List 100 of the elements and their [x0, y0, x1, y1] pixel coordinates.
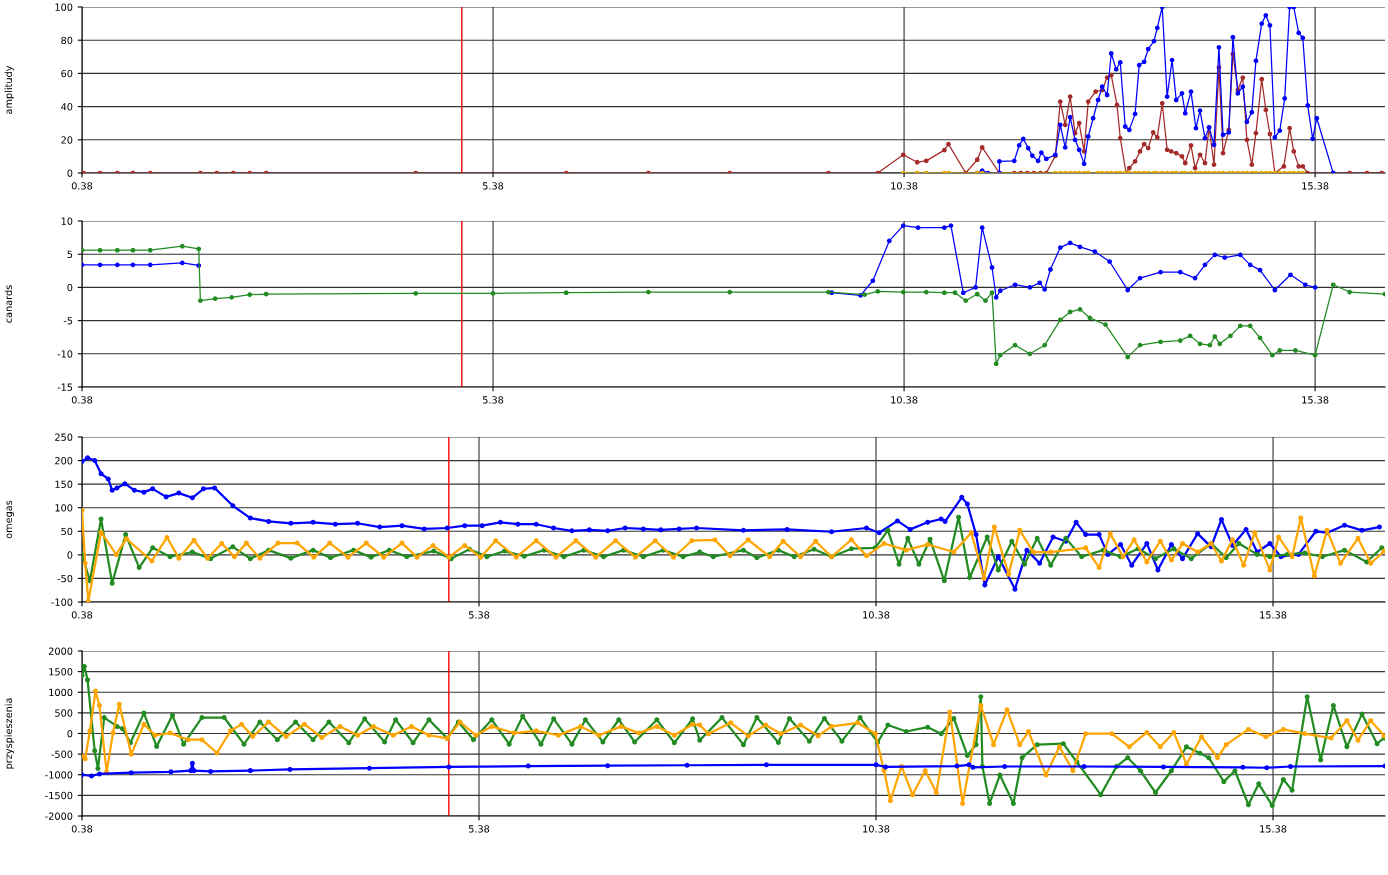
point	[763, 762, 769, 768]
point	[960, 290, 966, 296]
point	[168, 769, 174, 775]
y-tick-label: 40	[61, 103, 73, 111]
point	[1137, 275, 1143, 281]
x-tick-label: 5.38	[468, 825, 490, 833]
y-tick-label: -50	[57, 574, 73, 583]
point	[948, 223, 954, 229]
point	[983, 298, 988, 304]
point	[973, 285, 978, 290]
y-axis-title: amplitudy	[4, 65, 14, 114]
x-tick-label: 0.38	[71, 825, 93, 833]
x-tick-label: 5.38	[482, 396, 504, 404]
y-tick-label: 0	[67, 169, 73, 177]
point	[1037, 280, 1043, 286]
point	[989, 290, 995, 296]
point	[979, 225, 985, 231]
x-tick-label: 15.38	[1302, 396, 1329, 404]
point	[490, 291, 496, 296]
point	[1177, 269, 1183, 275]
x-tick-label: 15.38	[1260, 825, 1287, 833]
point	[97, 247, 103, 253]
point	[1002, 763, 1008, 770]
y-tick-label: 0	[67, 729, 73, 738]
y-tick-label: 1000	[49, 688, 73, 697]
point	[1272, 287, 1278, 293]
point	[942, 290, 947, 296]
point	[605, 763, 611, 769]
y-tick-label: 0	[67, 551, 73, 559]
point	[1158, 269, 1163, 275]
point	[886, 238, 892, 244]
x-tick-label: 10.38	[863, 611, 890, 619]
point	[989, 265, 995, 270]
point	[525, 763, 531, 769]
point	[130, 262, 136, 268]
point	[900, 289, 906, 295]
point	[1222, 255, 1228, 260]
y-tick-label: -2000	[45, 812, 73, 820]
point	[1067, 309, 1073, 315]
point	[1087, 315, 1093, 321]
point	[1042, 342, 1048, 348]
y-tick-label: 60	[61, 69, 73, 78]
point	[114, 247, 120, 253]
point	[1048, 267, 1053, 272]
point	[1027, 285, 1033, 290]
y-tick-label: 200	[55, 457, 73, 465]
y-tick-label: 1500	[49, 668, 73, 676]
point	[974, 291, 980, 297]
y-axis-title: canards	[4, 285, 13, 323]
point	[128, 770, 134, 776]
point	[997, 288, 1003, 294]
point	[1312, 352, 1318, 358]
point	[970, 764, 976, 770]
point	[287, 766, 293, 772]
point	[993, 294, 999, 300]
point	[1270, 352, 1275, 358]
y-tick-label: 10	[61, 217, 73, 225]
point	[1125, 354, 1131, 360]
y-tick-label: -1500	[45, 791, 73, 800]
point	[997, 352, 1003, 358]
point	[130, 247, 136, 253]
point	[1081, 763, 1087, 770]
point	[1217, 341, 1223, 347]
point	[97, 262, 103, 268]
y-tick-label: 100	[55, 3, 73, 11]
point	[96, 771, 102, 777]
y-tick-label: 100	[55, 504, 73, 512]
point	[1092, 249, 1098, 254]
y-tick-label: 0	[67, 283, 73, 292]
point	[727, 289, 733, 295]
point	[446, 764, 452, 770]
point	[1103, 322, 1108, 327]
x-tick-label: 15.38	[1302, 182, 1329, 190]
point	[1057, 245, 1063, 250]
point	[563, 290, 569, 296]
point	[646, 289, 651, 295]
point	[1237, 252, 1243, 258]
point	[684, 762, 690, 768]
point	[229, 294, 234, 300]
y-tick-label: -5	[63, 317, 73, 325]
point	[1288, 763, 1294, 770]
y-tick-label: -500	[51, 750, 73, 758]
x-tick-label: 5.38	[468, 611, 490, 619]
x-tick-label: 10.38	[863, 825, 890, 833]
point	[915, 225, 921, 231]
point	[1192, 275, 1198, 281]
y-tick-label: -10	[57, 350, 73, 358]
point	[413, 291, 419, 296]
point	[1257, 267, 1263, 273]
y-axis-title: omegas	[6, 500, 14, 539]
y-tick-label: -15	[57, 383, 73, 391]
point	[1240, 764, 1246, 770]
y-tick-label: -100	[51, 598, 73, 606]
point	[1212, 334, 1218, 339]
point	[942, 225, 947, 231]
point	[1212, 252, 1218, 258]
point	[1228, 333, 1233, 339]
point	[826, 289, 831, 295]
y-tick-label: -1000	[45, 771, 73, 779]
x-tick-label: 10.38	[891, 396, 918, 404]
